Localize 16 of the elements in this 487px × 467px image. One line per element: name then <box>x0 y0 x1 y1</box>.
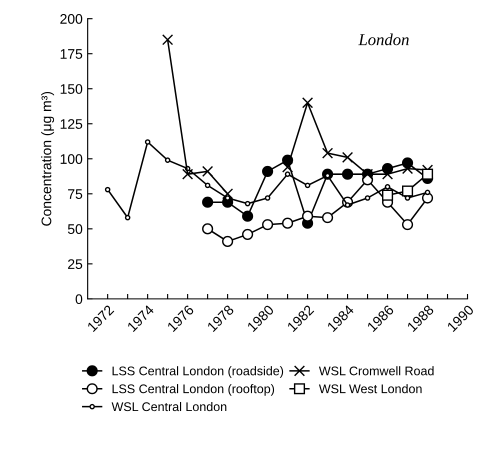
y-tick-label: 75 <box>68 189 82 199</box>
y-tick-label: 125 <box>60 119 82 129</box>
legend-label: LSS Central London (roadside) <box>112 366 284 378</box>
legend-label: LSS Central London (rooftop) <box>112 384 274 396</box>
y-tick-label: 200 <box>60 14 82 24</box>
text: London <box>358 34 409 46</box>
legend-label: WSL Cromwell Road <box>318 366 434 376</box>
y-tick-label: 50 <box>68 224 82 234</box>
y-tick-label: 100 <box>60 154 82 164</box>
y-tick-label: 175 <box>60 49 82 59</box>
y-tick-label: 25 <box>68 259 82 270</box>
legend-label: WSL West London <box>318 384 422 394</box>
y-tick-label: 150 <box>60 84 82 94</box>
legend-label: WSL Central London <box>112 402 226 412</box>
y-tick-label: 0 <box>76 294 82 304</box>
y-axis-title: Concentration (μg m³) <box>41 92 54 226</box>
